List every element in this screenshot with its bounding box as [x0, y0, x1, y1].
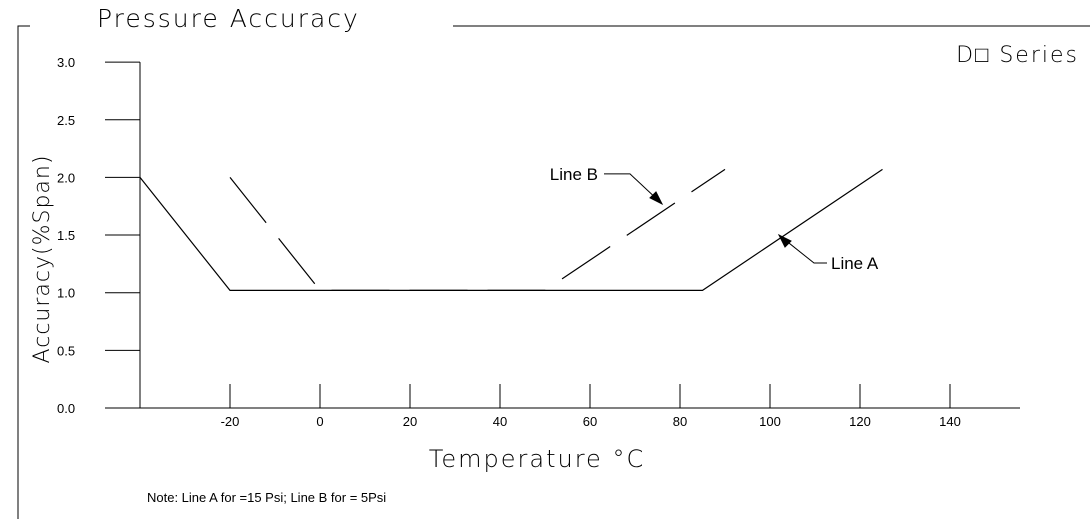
axes: 0.0 0.5 1.0 1.5 2.0 2.5 3.0 -20 0 20 40 60 80 100 120 1… [57, 55, 1020, 429]
frame-left-edge [17, 25, 30, 519]
annotation-arrowhead [649, 191, 664, 206]
annotation-leader [604, 173, 663, 205]
annotation-leader [778, 234, 827, 264]
x-tick-label: 80 [673, 414, 687, 429]
y-axis-label: Accuracy(%Span) [30, 155, 55, 364]
y-tick-label: 0.5 [57, 343, 75, 358]
x-tick-label: 40 [493, 414, 507, 429]
annotation-layer: Line A Line B [550, 165, 879, 273]
y-tick-label: 3.0 [57, 55, 75, 70]
x-tick-label: -20 [221, 414, 240, 429]
series-layer [139, 168, 883, 291]
x-tick-label: 0 [316, 414, 323, 429]
x-tick-label: 100 [759, 414, 781, 429]
chart-note: Note: Line A for =15 Psi; Line B for = 5… [147, 490, 386, 505]
y-tick-label: 1.0 [57, 286, 75, 301]
x-axis-label: Temperature °C [429, 445, 645, 473]
y-tick-label: 1.5 [57, 228, 75, 243]
chart-frame [17, 25, 1090, 519]
annotation-arrowhead [777, 233, 792, 248]
chart-subtitle: D□ Series [956, 43, 1079, 68]
x-tick-label: 20 [403, 414, 417, 429]
y-tick-label: 2.0 [57, 170, 75, 185]
y-tick-label: 2.5 [57, 113, 75, 128]
y-tick-label: 0.0 [57, 401, 75, 416]
chart-title: Pressure Accuracy [97, 4, 360, 33]
series-line-line-a [139, 168, 883, 291]
x-tick-label: 140 [939, 414, 961, 429]
x-tick-label: 60 [583, 414, 597, 429]
series-line-line-b [229, 168, 726, 291]
x-tick-label: 120 [849, 414, 871, 429]
annotation-label: Line A [831, 254, 879, 273]
annotation-label: Line B [550, 165, 598, 184]
